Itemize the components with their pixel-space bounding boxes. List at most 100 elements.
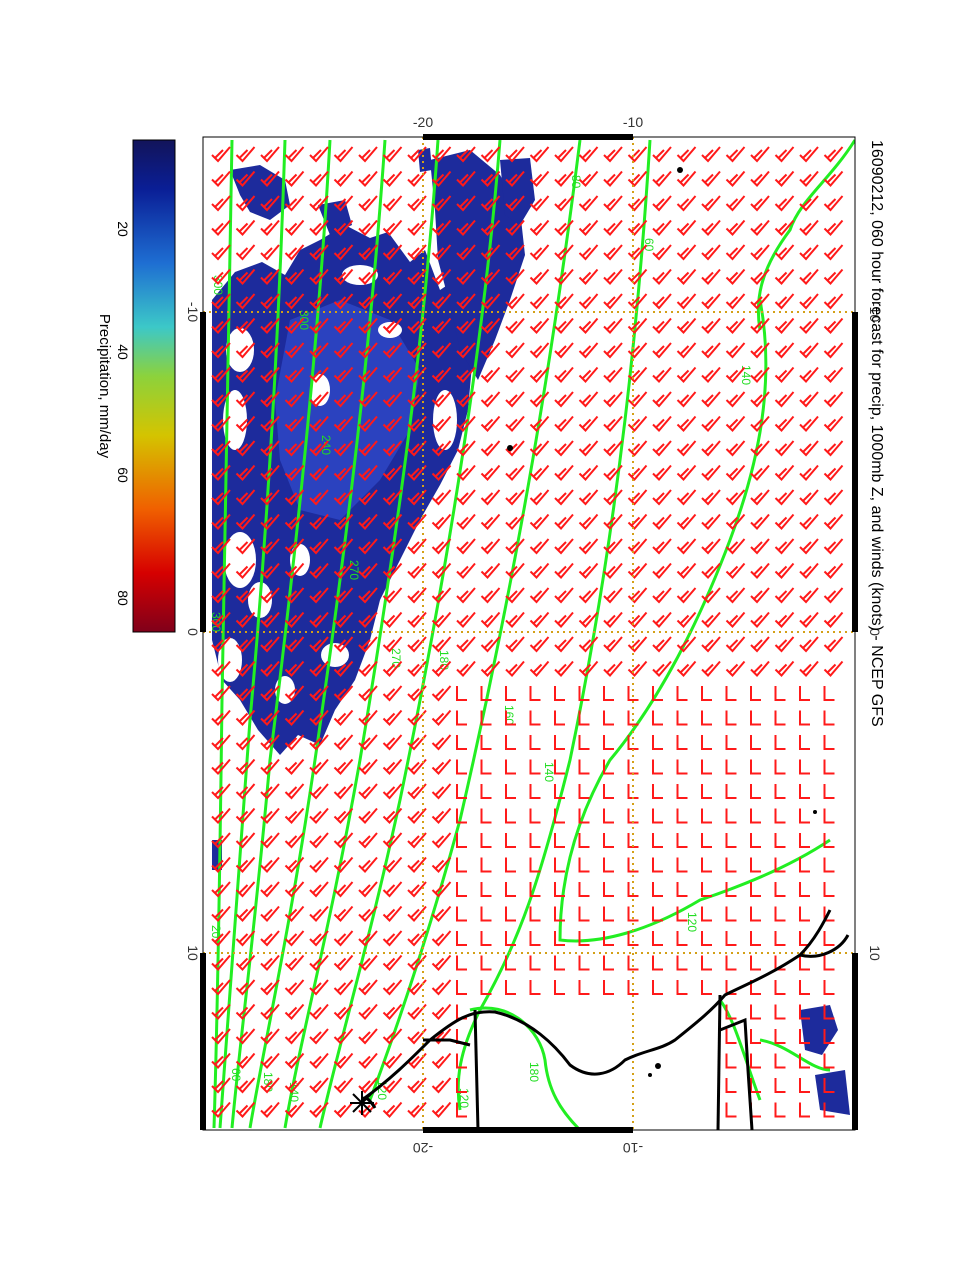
wind-barb <box>725 562 746 579</box>
wind-barb <box>529 611 550 628</box>
wind-barb <box>358 954 378 971</box>
wind-barb <box>309 709 329 726</box>
wind-barb <box>333 587 354 604</box>
wind-barb <box>529 587 550 604</box>
wind-barb <box>725 146 746 163</box>
wind-barb <box>456 146 476 163</box>
wind-barb <box>431 464 452 481</box>
wind-barb <box>333 709 354 726</box>
wind-barb <box>333 611 354 628</box>
wind-barb <box>603 415 623 432</box>
wind-barb <box>627 759 639 775</box>
wind-barb <box>627 317 648 334</box>
wind-barb <box>333 489 354 506</box>
wind-barb <box>284 856 305 873</box>
precip-core <box>275 300 420 520</box>
wind-barb <box>260 391 280 408</box>
wind-barb <box>529 857 541 873</box>
wind-barb <box>799 244 819 261</box>
wind-barb <box>235 783 256 800</box>
wind-barb <box>750 710 761 726</box>
wind-barb <box>407 587 427 604</box>
wind-barb <box>333 170 354 187</box>
wind-barb <box>260 807 280 824</box>
wind-barb <box>309 464 329 481</box>
wind-barb <box>652 195 672 212</box>
wind-barb <box>701 464 721 481</box>
wind-barb <box>260 489 280 506</box>
wind-barb <box>676 636 697 653</box>
wind-barb <box>603 293 623 310</box>
wind-barb <box>554 244 574 261</box>
wind-barb <box>554 317 574 334</box>
wind-barb <box>456 587 476 604</box>
wind-barb <box>358 587 378 604</box>
wind-barb <box>578 317 599 334</box>
wind-barb <box>358 1077 378 1094</box>
wind-barb <box>382 440 403 457</box>
wind-barb <box>235 146 256 163</box>
wind-barb <box>652 440 672 457</box>
wind-barb <box>211 244 231 261</box>
wind-barb <box>358 342 378 359</box>
wind-barb <box>358 734 378 751</box>
wind-barb <box>750 955 761 971</box>
wind-barb <box>627 857 639 873</box>
wind-barb <box>701 219 721 236</box>
wind-barb <box>652 808 663 824</box>
wind-barb <box>799 219 819 236</box>
wind-barb <box>603 538 623 555</box>
wind-barb <box>676 244 697 261</box>
wind-barb <box>235 832 256 849</box>
wind-barb <box>652 735 663 750</box>
wind-barb <box>431 709 452 726</box>
wind-barb <box>627 611 648 628</box>
wind-barb <box>774 882 786 897</box>
wind-barb <box>235 611 256 628</box>
wind-barb <box>505 538 525 555</box>
wind-barb <box>407 219 427 236</box>
lat-tick-label: -20 <box>413 114 433 130</box>
wind-barb <box>284 930 305 947</box>
contour-line <box>469 1006 582 1130</box>
wind-barb <box>211 562 231 579</box>
map-panel: 300 300 240 270 300 270 180 160 140 140 … <box>185 114 883 1156</box>
wind-barb <box>260 954 280 971</box>
wind-barb <box>652 784 663 799</box>
wind-barb <box>823 146 844 163</box>
wind-barb <box>799 857 810 873</box>
wind-barb <box>823 955 835 971</box>
wind-barb <box>603 562 623 579</box>
wind-barb <box>529 538 550 555</box>
wind-barb <box>211 293 231 310</box>
wind-barb <box>260 832 280 849</box>
wind-barb <box>456 1053 467 1069</box>
wind-barb <box>284 464 305 481</box>
wind-barb <box>676 170 697 187</box>
wind-barb <box>578 489 599 506</box>
wind-barb <box>529 268 550 285</box>
wind-barb <box>578 833 590 848</box>
wind-barb <box>480 538 501 555</box>
lat-tick-label: -10 <box>623 1140 643 1156</box>
wind-barb <box>382 611 403 628</box>
wind-barb <box>407 293 427 310</box>
wind-barb <box>309 342 329 359</box>
wind-barb <box>578 759 590 775</box>
precip-northeast-lobe <box>430 150 525 380</box>
contour-label: 180 <box>527 1062 541 1082</box>
wind-barb <box>456 833 467 848</box>
wind-barb <box>333 685 354 702</box>
wind-barb <box>260 685 280 702</box>
wind-barb <box>627 833 639 848</box>
wind-barb <box>823 636 844 653</box>
wind-barb <box>407 146 427 163</box>
wind-barb <box>750 1029 761 1044</box>
wind-barb <box>333 195 354 212</box>
wind-barb <box>382 219 403 236</box>
wind-barb <box>750 170 770 187</box>
wind-barb <box>211 513 231 530</box>
wind-barb <box>603 735 614 750</box>
wind-barb <box>578 342 599 359</box>
wind-barb <box>627 980 639 995</box>
